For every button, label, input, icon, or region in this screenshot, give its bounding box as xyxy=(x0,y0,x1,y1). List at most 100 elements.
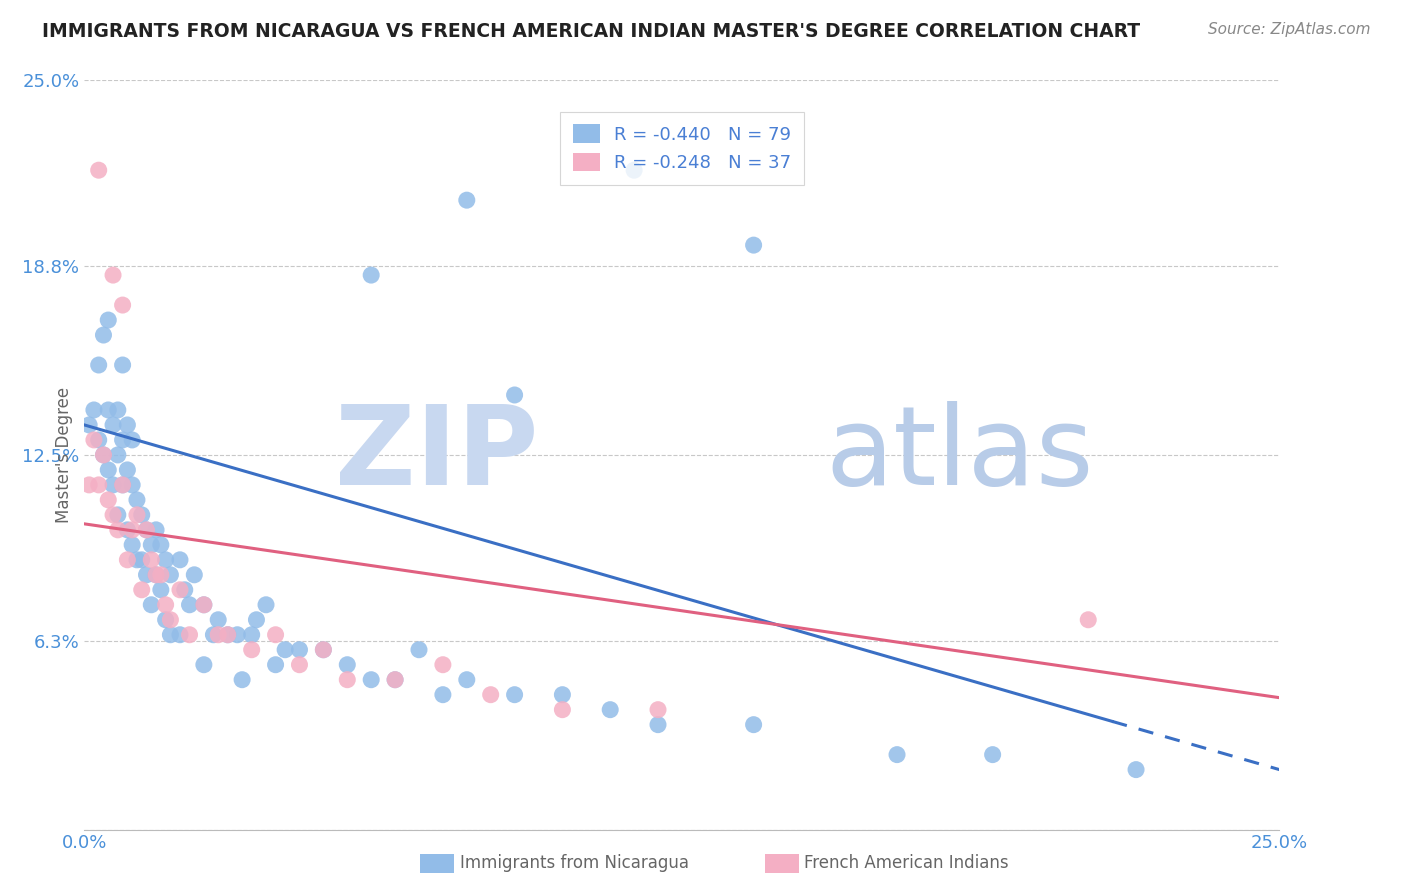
Point xyxy=(312,642,335,657)
Point xyxy=(207,613,229,627)
Point xyxy=(599,703,621,717)
Point xyxy=(87,478,110,492)
Point xyxy=(111,478,134,492)
Point xyxy=(240,642,263,657)
Point xyxy=(87,433,110,447)
Point xyxy=(384,673,406,687)
Point xyxy=(93,328,115,343)
Point xyxy=(226,628,249,642)
Point xyxy=(83,433,105,447)
Point xyxy=(145,567,167,582)
Point xyxy=(264,657,287,672)
Point xyxy=(101,268,124,282)
Point xyxy=(121,523,143,537)
Point xyxy=(155,553,177,567)
Point xyxy=(647,717,669,731)
Point xyxy=(432,688,454,702)
Point xyxy=(117,523,139,537)
Point xyxy=(149,582,172,597)
Point xyxy=(131,582,153,597)
Point xyxy=(183,567,205,582)
Point xyxy=(135,523,157,537)
Point xyxy=(169,628,191,642)
Point xyxy=(135,523,157,537)
Point xyxy=(117,463,139,477)
Point xyxy=(97,463,120,477)
Point xyxy=(264,628,287,642)
Point xyxy=(107,508,129,522)
Text: Immigrants from Nicaragua: Immigrants from Nicaragua xyxy=(460,855,689,872)
Point xyxy=(1125,763,1147,777)
Point xyxy=(217,628,239,642)
Point xyxy=(179,598,201,612)
Text: Source: ZipAtlas.com: Source: ZipAtlas.com xyxy=(1208,22,1371,37)
Point xyxy=(240,628,263,642)
Point xyxy=(141,598,163,612)
Point xyxy=(107,523,129,537)
Point xyxy=(131,508,153,522)
Point xyxy=(125,553,148,567)
Point xyxy=(207,628,229,642)
Text: IMMIGRANTS FROM NICARAGUA VS FRENCH AMERICAN INDIAN MASTER'S DEGREE CORRELATION : IMMIGRANTS FROM NICARAGUA VS FRENCH AMER… xyxy=(42,22,1140,41)
Point xyxy=(149,567,172,582)
Point xyxy=(193,657,215,672)
Point xyxy=(121,478,143,492)
Point xyxy=(111,298,134,312)
Point xyxy=(179,628,201,642)
Point xyxy=(155,598,177,612)
Point xyxy=(384,673,406,687)
Point xyxy=(77,478,100,492)
Point xyxy=(101,508,124,522)
Point xyxy=(117,417,139,432)
Point xyxy=(159,628,181,642)
Point xyxy=(360,268,382,282)
Point xyxy=(93,448,115,462)
Point xyxy=(149,538,172,552)
Point xyxy=(155,613,177,627)
Point xyxy=(125,508,148,522)
Point xyxy=(101,417,124,432)
Y-axis label: Master's Degree: Master's Degree xyxy=(55,387,73,523)
Point xyxy=(312,642,335,657)
Point xyxy=(245,613,267,627)
Point xyxy=(173,582,195,597)
Point xyxy=(503,688,526,702)
Point xyxy=(169,582,191,597)
Point xyxy=(274,642,297,657)
Text: ZIP: ZIP xyxy=(335,401,538,508)
Point xyxy=(87,163,110,178)
Point xyxy=(131,553,153,567)
Point xyxy=(111,358,134,372)
Legend: R = -0.440   N = 79, R = -0.248   N = 37: R = -0.440 N = 79, R = -0.248 N = 37 xyxy=(560,112,804,185)
Point xyxy=(159,567,181,582)
Point xyxy=(97,313,120,327)
Point xyxy=(83,403,105,417)
Point xyxy=(336,657,359,672)
Point xyxy=(1077,613,1099,627)
Point xyxy=(981,747,1004,762)
Point xyxy=(159,613,181,627)
Point xyxy=(288,642,311,657)
Point xyxy=(217,628,239,642)
Text: atlas: atlas xyxy=(825,401,1094,508)
Point xyxy=(121,538,143,552)
Point xyxy=(360,673,382,687)
Point xyxy=(117,553,139,567)
Point xyxy=(193,598,215,612)
Point xyxy=(231,673,253,687)
Point xyxy=(141,553,163,567)
Point xyxy=(141,538,163,552)
Point xyxy=(886,747,908,762)
Point xyxy=(647,703,669,717)
Point xyxy=(742,717,765,731)
Point xyxy=(111,433,134,447)
Point xyxy=(479,688,502,702)
Point xyxy=(456,673,478,687)
Point xyxy=(408,642,430,657)
Point xyxy=(111,478,134,492)
Point xyxy=(145,567,167,582)
Point xyxy=(145,523,167,537)
Point xyxy=(97,403,120,417)
Point xyxy=(87,358,110,372)
Point xyxy=(101,478,124,492)
